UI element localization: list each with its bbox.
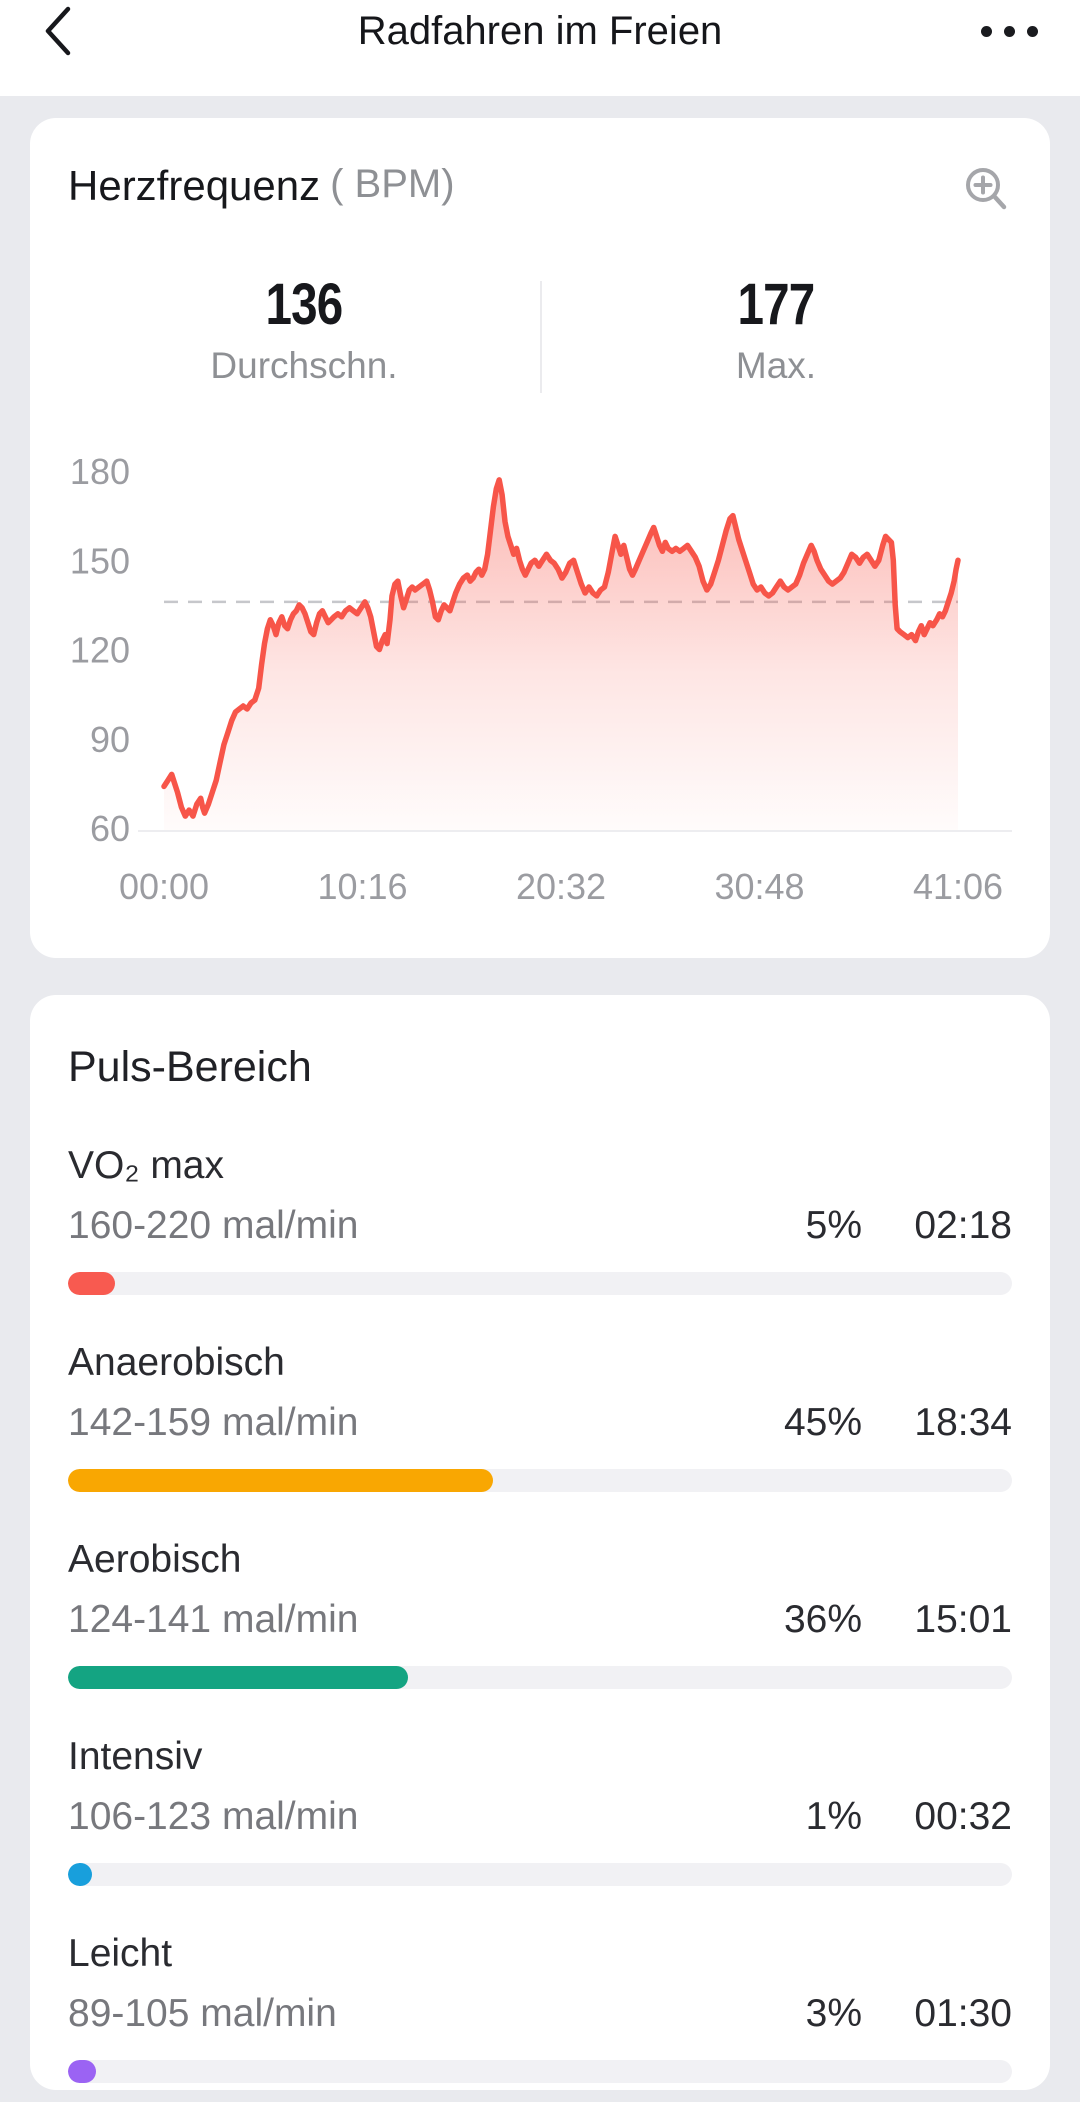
zone-bar-track <box>68 1863 1012 1886</box>
zone-range: 142-159 mal/min <box>68 1401 359 1444</box>
zone-row-intensive: Intensiv 106-123 mal/min 1% 00:32 <box>68 1735 1012 1886</box>
zone-percent: 1% <box>805 1795 862 1838</box>
stat-max-label: Max. <box>735 345 817 386</box>
zone-range: 89-105 mal/min <box>68 1992 337 2035</box>
back-icon <box>45 6 71 56</box>
zone-percent: 3% <box>805 1992 862 2035</box>
app-header: Radfahren im Freien <box>0 0 1080 96</box>
pulse-zones-card: Puls-Bereich VO₂ max 160-220 mal/min 5% … <box>30 995 1050 2090</box>
heart-rate-unit-label: ( BPM) <box>330 162 455 206</box>
pulse-zones-title: Puls-Bereich <box>68 1043 312 1091</box>
zone-range: 160-220 mal/min <box>68 1204 359 1247</box>
zone-name: VO₂ max <box>68 1144 224 1187</box>
zone-time: 15:01 <box>914 1598 1012 1641</box>
stat-average-label: Durchschn. <box>210 345 398 386</box>
y-axis-tick: 150 <box>70 540 130 581</box>
zone-range: 106-123 mal/min <box>68 1795 359 1838</box>
stat-average: 136 Durchschn. <box>68 273 540 387</box>
zone-bar-fill <box>68 1272 116 1295</box>
heart-rate-chart-svg: 180 150 120 90 60 00:00 10:16 20:32 30:48 41:06 <box>70 451 1012 907</box>
zone-time: 18:34 <box>914 1401 1012 1444</box>
zone-bar-track <box>68 2060 1012 2083</box>
zone-bar-track <box>68 1469 1012 1492</box>
more-menu-button[interactable] <box>979 12 1040 51</box>
x-axis-tick: 00:00 <box>119 866 209 907</box>
zone-bar-fill <box>68 2060 97 2083</box>
stats-divider <box>540 281 542 393</box>
stat-average-value: 136 <box>265 272 344 337</box>
zone-row-light: Leicht 89-105 mal/min 3% 01:30 <box>68 1932 1012 2083</box>
back-button[interactable] <box>40 3 88 59</box>
x-axis-tick: 20:32 <box>516 866 606 907</box>
zone-name: Intensiv <box>68 1735 203 1778</box>
y-axis-tick: 60 <box>90 808 130 849</box>
zone-row-anaerobic: Anaerobisch 142-159 mal/min 45% 18:34 <box>68 1341 1012 1492</box>
x-axis-tick: 41:06 <box>913 866 1003 907</box>
zone-name: Leicht <box>68 1932 173 1975</box>
x-axis-tick: 30:48 <box>714 866 804 907</box>
zoom-button[interactable] <box>962 164 1012 223</box>
zone-time: 02:18 <box>914 1204 1012 1247</box>
zone-name: Anaerobisch <box>68 1341 285 1384</box>
zone-bar-track <box>68 1666 1012 1689</box>
zone-percent: 5% <box>805 1204 862 1247</box>
stat-max: 177 Max. <box>540 273 1012 387</box>
zone-bar-fill <box>68 1863 92 1886</box>
heart-rate-card-title: Herzfrequenz <box>68 162 321 209</box>
page-title: Radfahren im Freien <box>357 9 723 53</box>
heart-rate-line <box>161 477 961 819</box>
zone-time: 01:30 <box>914 1992 1012 2035</box>
x-axis-tick: 10:16 <box>317 866 407 907</box>
stat-max-value: 177 <box>737 272 816 337</box>
zone-bar-fill <box>68 1666 408 1689</box>
more-icon <box>981 25 992 37</box>
zone-row-vo2max: VO₂ max 160-220 mal/min 5% 02:18 <box>68 1144 1012 1295</box>
y-axis-tick: 90 <box>90 719 130 760</box>
zone-name: Aerobisch <box>68 1538 242 1581</box>
zoom-in-icon <box>966 168 1007 210</box>
zone-time: 00:32 <box>914 1795 1012 1838</box>
y-axis-tick: 120 <box>70 630 130 671</box>
zone-row-aerobic: Aerobisch 124-141 mal/min 36% 15:01 <box>68 1538 1012 1689</box>
y-axis-tick: 180 <box>70 451 130 492</box>
zone-percent: 45% <box>783 1401 862 1444</box>
zone-range: 124-141 mal/min <box>68 1598 359 1641</box>
zone-bar-fill <box>68 1469 493 1492</box>
heart-rate-chart: 180 150 120 90 60 00:00 10:16 20:32 30:48 41:06 <box>68 413 1012 933</box>
zone-percent: 36% <box>783 1598 862 1641</box>
zone-bar-track <box>68 1272 1012 1295</box>
stats-row: 136 Durchschn. 177 Max. <box>68 273 1012 393</box>
heart-rate-card: Herzfrequenz ( BPM) 136 Durchschn. 177 M… <box>30 118 1050 958</box>
